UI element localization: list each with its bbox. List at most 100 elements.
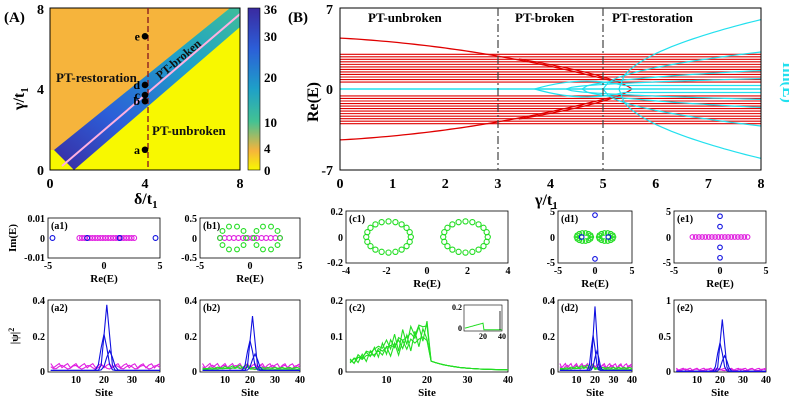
- ytick: 0.2: [331, 296, 344, 307]
- eig-point: [582, 230, 589, 236]
- xtick: 40: [295, 375, 305, 386]
- spectrum-tag: (b1): [203, 221, 220, 232]
- ytick: 0: [338, 367, 343, 378]
- eig-point: [253, 242, 260, 249]
- phase-point-label-d: d: [133, 78, 140, 92]
- ytick: 0.2: [185, 332, 198, 343]
- eig-point: [367, 243, 374, 250]
- eig-point: [372, 221, 379, 228]
- state-ylabel-sup: 2: [7, 328, 16, 332]
- cbar-tick: 4: [264, 141, 271, 156]
- broken-band-fill: [54, 8, 240, 170]
- xtick: 40: [761, 375, 771, 386]
- state-xlabel: Site: [241, 387, 259, 399]
- ytick: 0.5: [659, 332, 672, 343]
- xtick: 2: [465, 266, 470, 277]
- eig-point: [483, 238, 490, 245]
- eig-point: [260, 246, 266, 253]
- eig-point: [392, 248, 399, 255]
- eig-point: [601, 230, 608, 236]
- eig-point: [251, 235, 257, 241]
- state-curve: [676, 368, 767, 372]
- phase-map: [50, 8, 240, 170]
- eig-point: [738, 234, 744, 240]
- spectrum-marks: [49, 235, 159, 241]
- state-curve: [202, 364, 301, 370]
- xtick: -5: [196, 261, 204, 272]
- state-tag: (b2): [203, 303, 220, 314]
- b-xtick: 7: [705, 177, 712, 192]
- ytick: -0.01: [24, 253, 45, 264]
- eig-point: [240, 242, 247, 249]
- eig-point: [592, 212, 598, 219]
- eig-point: [274, 242, 281, 249]
- xtick: 20: [715, 375, 725, 386]
- state-xlabel: Site: [418, 387, 436, 399]
- panel-b-xlabel: γ/t1: [534, 192, 558, 212]
- eig-point: [385, 218, 392, 225]
- eig-point: [367, 224, 374, 231]
- eig-point: [601, 238, 608, 244]
- eig-point: [722, 234, 728, 240]
- state-curve: [202, 352, 300, 371]
- im-branch: [566, 88, 761, 100]
- spectrum-marks: [363, 218, 491, 256]
- state-curve: [559, 349, 632, 371]
- state-curve: [50, 349, 160, 371]
- state-panel-1: (b2) 0.4 0.2 0 10 20 30 40 Site: [185, 296, 306, 399]
- eig-point: [475, 221, 482, 228]
- eig-point: [274, 227, 281, 234]
- state-tag: (e2): [677, 303, 693, 314]
- panel-b-tag: (B): [288, 10, 308, 26]
- b-xtick: 6: [652, 177, 659, 192]
- re-outer-branch: [340, 37, 630, 83]
- eig-point: [744, 234, 751, 240]
- eig-point: [741, 234, 748, 240]
- im-branch: [601, 51, 761, 90]
- b-xtick: 3: [494, 177, 501, 192]
- state-curve: [349, 324, 509, 371]
- phase-point-a: [141, 146, 149, 154]
- eig-point: [699, 234, 705, 240]
- eig-point: [84, 235, 91, 241]
- eig-point: [483, 229, 490, 236]
- spectrum-frame: [557, 210, 633, 264]
- xtick: 5: [298, 261, 303, 272]
- eig-point: [712, 234, 718, 240]
- eig-point: [226, 223, 232, 230]
- xtick: 20: [422, 375, 432, 386]
- ytick: 0.2: [331, 207, 344, 218]
- xtick: 40: [155, 375, 165, 386]
- phase-point-e: [141, 33, 149, 40]
- eig-point: [131, 235, 138, 241]
- cbar-tick: 36: [264, 2, 278, 17]
- ytick: 0.01: [28, 214, 46, 225]
- panel-b-xticks: 0 1 2 3 4 5 6 7 8: [337, 177, 765, 192]
- state-xlabel: Site: [711, 387, 729, 399]
- b-xtick: 1: [389, 177, 396, 192]
- label-restoration: PT-restoration: [56, 70, 138, 85]
- panel-a-xlabel: δ/t1: [134, 191, 158, 211]
- eig-point: [585, 230, 592, 237]
- im-branch: [618, 88, 761, 159]
- eig-point: [717, 244, 723, 251]
- b-xtick: 2: [442, 177, 449, 192]
- eig-point: [277, 235, 283, 241]
- eig-point: [406, 238, 413, 245]
- eig-point: [116, 235, 123, 241]
- b-ylabel-left: Re(E): [305, 82, 322, 122]
- eig-point: [717, 213, 723, 220]
- xtick: 20: [245, 375, 255, 386]
- xtick: 10: [692, 375, 702, 386]
- eig-point: [480, 224, 487, 231]
- state-marks: [559, 306, 633, 371]
- ytick: 5: [550, 207, 555, 218]
- eig-point: [731, 234, 738, 240]
- spectrum-xlabel: Re(E): [706, 278, 734, 290]
- xtick: 30: [609, 375, 619, 386]
- eig-point: [705, 234, 712, 240]
- re-outer-branch: [340, 95, 630, 141]
- spectrum-tag: (d1): [561, 214, 578, 225]
- eig-point: [455, 219, 462, 226]
